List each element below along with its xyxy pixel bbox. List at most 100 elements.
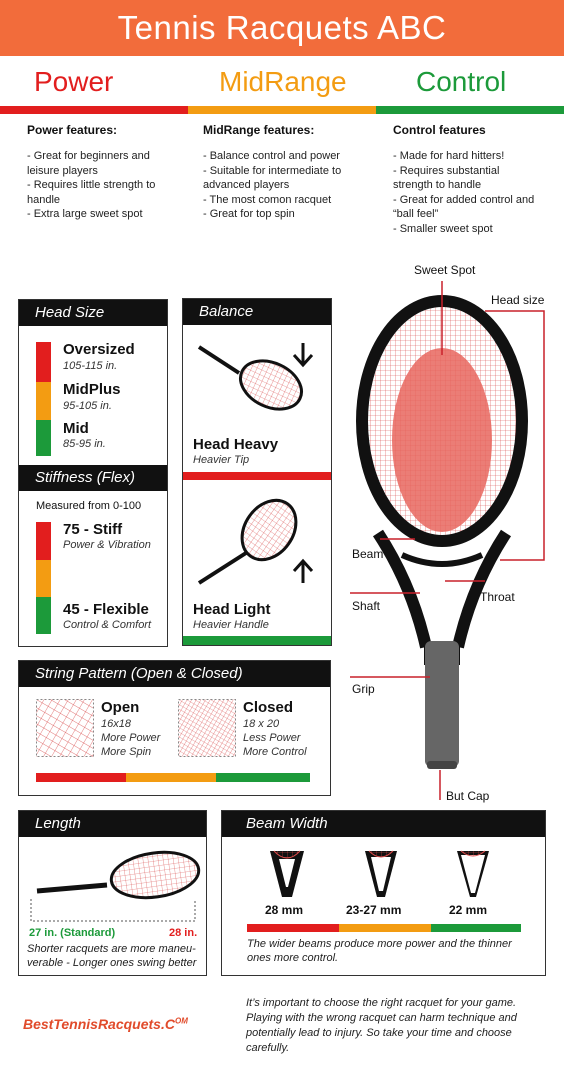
open-details: 16x18 More Power More Spin (101, 717, 160, 759)
mid-label: Mid (63, 420, 89, 437)
head-light-desc: Heavier Handle (193, 619, 269, 631)
length-standard: 27 in. (Standard) (29, 927, 116, 939)
racquet-anatomy-diagram: Sweet Spot Head size Beam Shaft Throat G… (350, 263, 545, 803)
power-features-list: - Great for beginners and leisure player… (27, 149, 175, 222)
beam-red-bar (247, 924, 339, 932)
beam-22mm-icon (457, 850, 489, 897)
head-heavy-label: Head Heavy (193, 436, 279, 453)
control-bar (376, 106, 564, 114)
power-features-title: Power features: (27, 123, 118, 137)
stiffness-measure: Measured from 0-100 (36, 500, 142, 512)
length-note: Shorter racquets are more maneu- verable… (27, 943, 197, 969)
beam-green-bar (431, 924, 521, 932)
beam-22mm-label: 22 mm (449, 903, 488, 917)
balance-title: Balance (183, 299, 331, 325)
head-heavy-racquet-icon (197, 343, 314, 411)
list-item: - Suitable for intermediate to advanced … (203, 164, 342, 192)
closed-detail: More Control (243, 746, 307, 758)
control-features-title: Control features (393, 123, 486, 137)
list-item: - Great for top spin (203, 208, 295, 220)
closed-details: 18 x 20 Less Power More Control (243, 717, 307, 759)
footer-note: It’s important to choose the right racqu… (246, 997, 517, 1054)
head-size-title: Head Size (19, 300, 167, 326)
head-light-racquet-icon (197, 498, 314, 585)
closed-detail: Less Power (243, 732, 301, 744)
medium-swatch (36, 560, 51, 597)
page-title: Tennis Racquets ABC (0, 0, 564, 56)
beam-width-note: The wider beams produce more power and t… (247, 938, 512, 964)
beam-28mm-icon (270, 850, 304, 897)
beam-width-title: Beam Width (222, 811, 545, 837)
oversized-label: Oversized (63, 341, 135, 358)
control-scale-bar (216, 773, 310, 782)
mid-swatch (36, 420, 51, 456)
open-detail: More Power (101, 732, 161, 744)
list-item: - Requires substantial strength to handl… (393, 164, 500, 192)
flexible-label: 45 - Flexible (63, 601, 149, 618)
beam-label: Beam (352, 547, 383, 561)
stiff-desc: Power & Vibration (63, 539, 151, 551)
beam-width-panel: Beam Width 28 mm 23-27 mm 22 mm The wide… (221, 810, 546, 976)
open-detail: More Spin (101, 746, 152, 758)
string-pattern-panel: String Pattern (Open & Closed) Open 16x1… (18, 660, 331, 796)
brand-sup: OM (174, 1016, 188, 1026)
brand-name: BestTennisRacquets.C (23, 1016, 175, 1032)
oversized-range: 105-115 in. (63, 360, 118, 372)
closed-detail: 18 x 20 (243, 718, 280, 730)
power-bar (0, 106, 188, 114)
balance-panel: Balance Head Heavy Heavier Tip Head Ligh… (182, 298, 332, 646)
length-long: 28 in. (169, 927, 198, 939)
open-label: Open (101, 699, 140, 716)
oversized-swatch (36, 342, 51, 382)
head-heavy-bar (183, 472, 331, 480)
length-racquet-icon (30, 850, 201, 922)
head-heavy-desc: Heavier Tip (193, 454, 250, 466)
stiff-label: 75 - Stiff (63, 521, 123, 538)
midrange-bar (188, 106, 376, 114)
string-pattern-title: String Pattern (Open & Closed) (19, 661, 330, 687)
beam-28mm-label: 28 mm (265, 903, 304, 917)
midplus-range: 95-105 in. (63, 400, 112, 412)
beam-23-27mm-label: 23-27 mm (346, 903, 402, 917)
butt-cap-label: But Cap (446, 789, 490, 803)
list-item: - Great for added control and “ball feel… (393, 193, 535, 221)
control-features-list: - Made for hard hitters! - Requires subs… (393, 149, 538, 236)
stiffness-title: Stiffness (Flex) (19, 465, 167, 491)
midrange-features-list: - Balance control and power - Suitable f… (203, 149, 348, 222)
brand-logo: BestTennisRacquets.COM (23, 1016, 188, 1032)
midrange-features-title: MidRange features: (203, 123, 315, 137)
midplus-label: MidPlus (63, 381, 121, 398)
head-size-stiffness-panel: Head Size Oversized 105-115 in. MidPlus … (18, 299, 168, 647)
length-title: Length (19, 811, 206, 837)
list-item: - Smaller sweet spot (393, 222, 493, 235)
beam-orange-bar (339, 924, 431, 932)
head-light-bar (183, 636, 331, 645)
category-control: Control (416, 66, 507, 97)
throat-label: Throat (480, 590, 515, 604)
list-item: - Extra large sweet spot (27, 208, 143, 220)
category-midrange: MidRange (219, 66, 347, 97)
list-item: - Balance control and power (203, 150, 340, 162)
flexible-desc: Control & Comfort (63, 619, 152, 631)
grip-label: Grip (352, 682, 375, 696)
category-power: Power (34, 66, 114, 97)
list-item: - Requires little strength to handle (27, 179, 156, 206)
shaft-label: Shaft (352, 599, 381, 613)
closed-label: Closed (243, 699, 294, 716)
mid-scale-bar (126, 773, 216, 782)
beam-23-27mm-icon (365, 850, 397, 897)
list-item: - Made for hard hitters! (393, 150, 505, 162)
flexible-swatch (36, 597, 51, 634)
sweet-spot-label: Sweet Spot (414, 263, 476, 277)
stiff-swatch (36, 522, 51, 560)
head-size-label: Head size (491, 293, 545, 307)
closed-pattern-icon (178, 699, 236, 757)
midplus-swatch (36, 382, 51, 420)
open-pattern-icon (36, 699, 94, 757)
list-item: - The most comon racquet (203, 193, 332, 206)
power-scale-bar (36, 773, 126, 782)
mid-range: 85-95 in. (63, 438, 106, 450)
head-light-label: Head Light (193, 601, 271, 618)
open-detail: 16x18 (101, 718, 131, 730)
length-panel: Length 27 in. (Standard) 28 in. Shorter … (18, 810, 207, 976)
